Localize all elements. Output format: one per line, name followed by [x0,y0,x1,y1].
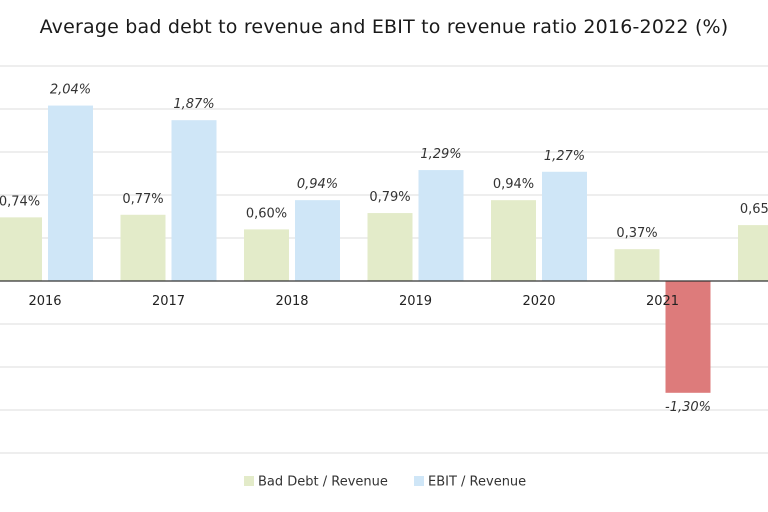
legend-item-bad-debt[interactable]: Bad Debt / Revenue [244,475,388,490]
bar-ebit-2021 [665,281,711,393]
x-axis: 2016201720182019202020212022 [0,280,768,309]
label-ebit-2018: 0,94% [297,177,338,192]
legend-item-ebit[interactable]: EBIT / Revenue [414,475,526,490]
legend-swatch [244,476,254,486]
label-ebit-2016: 2,04% [50,83,91,98]
bar-bad-debt-2018 [244,229,289,281]
bar-bad-debt-2016 [0,217,42,281]
label-ebit-2021: -1,30% [665,400,711,415]
bar-ebit-2019 [418,170,464,281]
label-bad-debt-2021: 0,37% [616,226,657,241]
label-bad-debt-2022: 0,65% [740,202,768,217]
x-tick-2020: 2020 [522,294,555,309]
bars [0,105,768,393]
label-bad-debt-2017: 0,77% [122,192,163,207]
bar-bad-debt-2021 [614,249,660,281]
x-tick-2019: 2019 [399,294,432,309]
bar-ebit-2020 [542,171,587,281]
x-tick-2017: 2017 [152,294,185,309]
data-labels: 0,74% 2,04% 0,77% 1,87% 0,60% 0,94% 0,79% 1,29%… [0,83,768,415]
label-bad-debt-2020: 0,94% [493,177,534,192]
legend: Bad Debt / Revenue EBIT / Revenue [244,475,526,490]
label-ebit-2019: 1,29% [420,147,461,162]
bar-bad-debt-2017 [120,214,166,281]
label-ebit-2017: 1,87% [173,97,214,112]
chart-title: Average bad debt to revenue and EBIT to … [39,16,729,38]
bar-bad-debt-2019 [367,213,413,281]
bar-ebit-2016 [48,105,93,281]
x-tick-2021: 2021 [646,294,679,309]
x-tick-2016: 2016 [28,294,61,309]
label-ebit-2020: 1,27% [544,149,585,164]
label-bad-debt-2018: 0,60% [246,206,287,221]
legend-label: EBIT / Revenue [428,475,526,490]
bar-ebit-2017 [171,120,217,282]
bar-bad-debt-2022 [738,225,768,281]
bar-ebit-2018 [295,200,340,281]
label-bad-debt-2016: 0,74% [0,194,40,209]
label-bad-debt-2019: 0,79% [369,190,410,205]
legend-swatch [414,476,424,486]
legend-label: Bad Debt / Revenue [258,475,388,490]
x-tick-2018: 2018 [275,294,308,309]
bar-bad-debt-2020 [491,200,536,281]
